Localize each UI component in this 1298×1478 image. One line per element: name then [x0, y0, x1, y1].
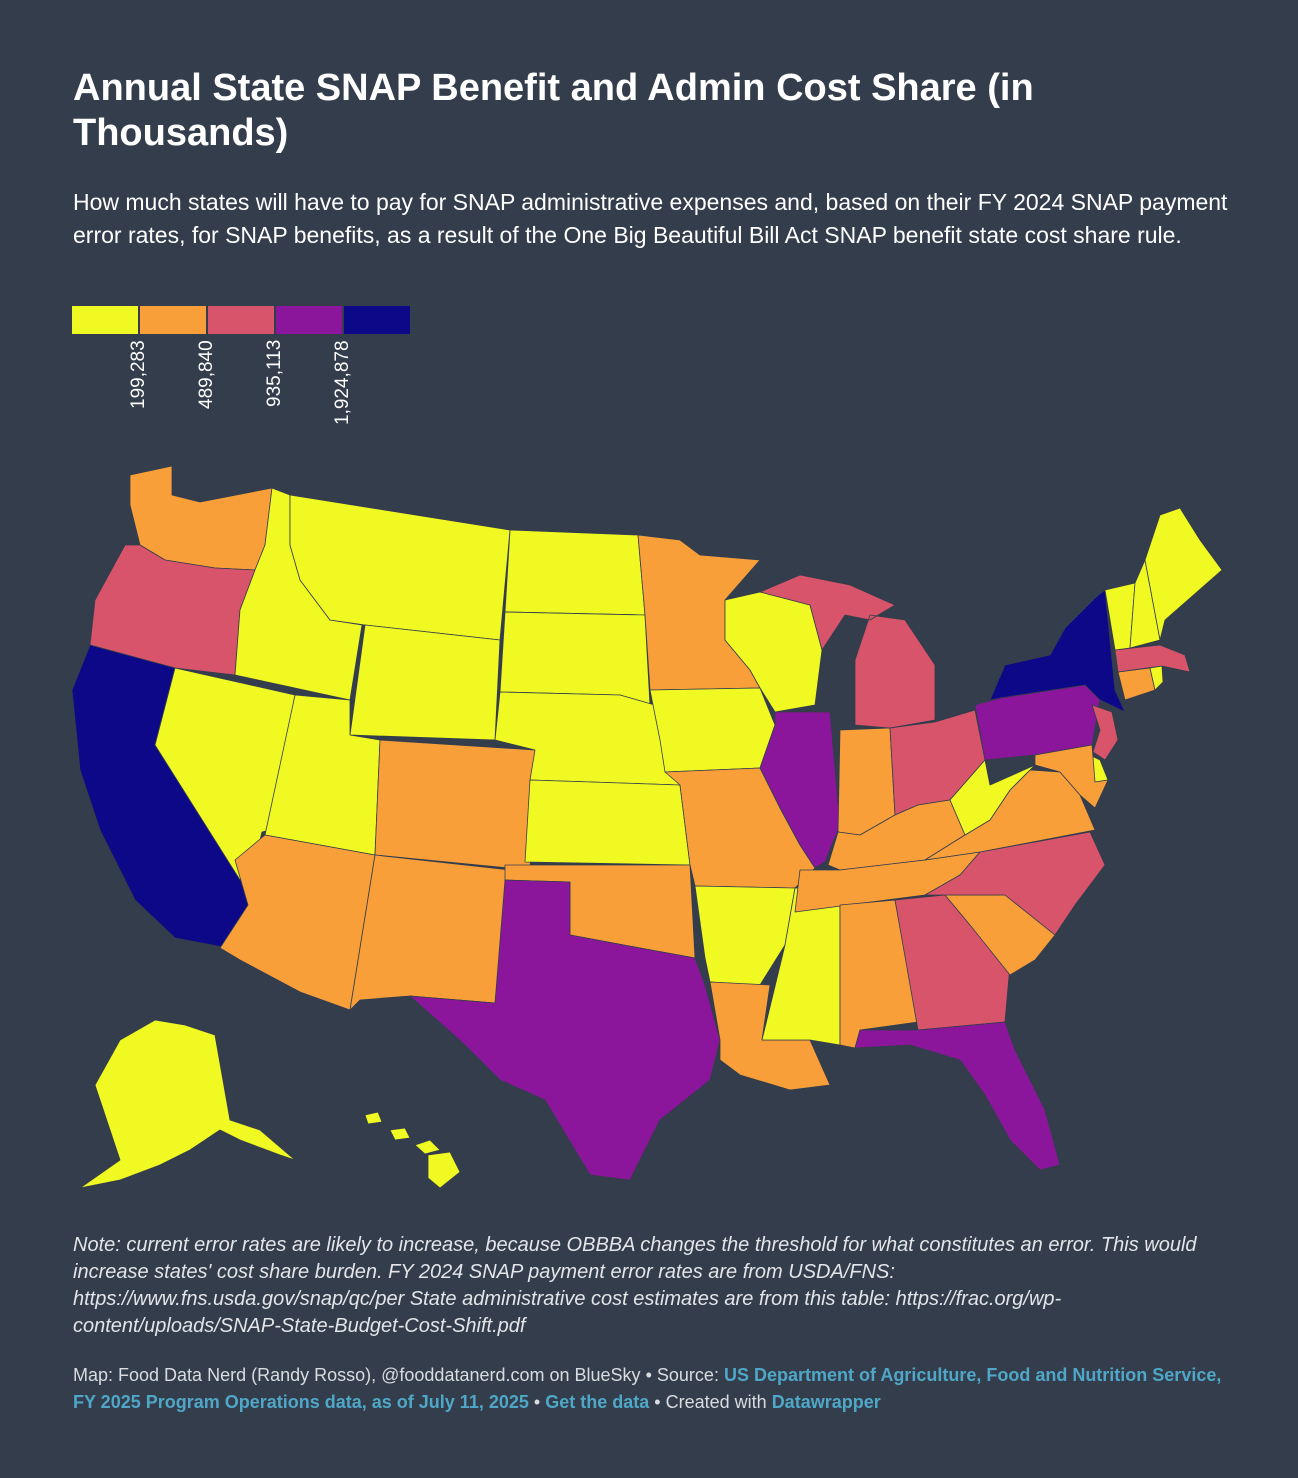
footnote: Note: current error rates are likely to …	[73, 1234, 1197, 1337]
source-link[interactable]: US Department of Agriculture, Food and N…	[73, 1365, 1222, 1412]
color-legend: 199,283 489,840 935,113 1,924,878	[72, 306, 412, 446]
legend-swatch-1	[72, 306, 138, 334]
state-CO[interactable]	[374, 739, 536, 871]
bullet-separator-2: •	[533, 1392, 541, 1412]
state-NM[interactable]	[349, 854, 511, 1011]
state-LA[interactable]	[709, 981, 831, 1091]
state-AK[interactable]	[79, 1019, 296, 1189]
legend-swatch-3	[208, 306, 274, 334]
state-KS[interactable]	[524, 779, 691, 866]
state-WV[interactable]	[949, 759, 1036, 836]
state-ND[interactable]	[504, 529, 646, 616]
state-SD[interactable]	[499, 611, 651, 706]
chart-title: Annual State SNAP Benefit and Admin Cost…	[73, 67, 1034, 154]
legend-swatch-2	[140, 306, 206, 334]
state-IA[interactable]	[649, 687, 776, 773]
legend-tick-2: 489,840	[196, 340, 217, 409]
bullet-separator: •	[645, 1365, 652, 1385]
state-IL[interactable]	[759, 711, 841, 869]
legend-swatch-5	[344, 306, 410, 334]
get-data-link[interactable]: Get the data	[545, 1392, 650, 1412]
bullet-separator-3: •	[654, 1392, 661, 1412]
legend-swatch-4	[276, 306, 342, 334]
state-NC[interactable]	[924, 831, 1106, 936]
state-ME[interactable]	[1144, 507, 1223, 641]
source-label: Source:	[656, 1365, 719, 1385]
legend-tick-4: 1,924,878	[332, 340, 353, 425]
state-HI[interactable]	[364, 1111, 461, 1189]
state-MD[interactable]	[1034, 744, 1109, 809]
credits-footer: Map: Food Data Nerd (Randy Rosso), @food…	[73, 1362, 1233, 1416]
state-AZ[interactable]	[219, 834, 376, 1011]
state-CT[interactable]	[1117, 667, 1156, 701]
state-IN[interactable]	[837, 727, 896, 836]
state-NJ[interactable]	[1091, 704, 1119, 761]
map-credit: Map: Food Data Nerd (Randy Rosso), @food…	[73, 1365, 641, 1385]
us-state-map	[71, 465, 1223, 1189]
state-TX[interactable]	[409, 879, 721, 1181]
state-WY[interactable]	[349, 624, 501, 741]
datawrapper-link[interactable]: Datawrapper	[771, 1392, 881, 1412]
legend-tick-1: 199,283	[128, 340, 149, 409]
chart-subtitle: How much states will have to pay for SNA…	[73, 189, 1228, 248]
state-MA[interactable]	[1114, 644, 1191, 673]
state-FL[interactable]	[854, 1021, 1061, 1171]
created-with-label: Created with	[665, 1392, 767, 1412]
legend-tick-3: 935,113	[264, 340, 285, 408]
state-MI[interactable]	[759, 574, 936, 729]
state-NY[interactable]	[989, 589, 1126, 713]
state-MT[interactable]	[289, 494, 511, 641]
